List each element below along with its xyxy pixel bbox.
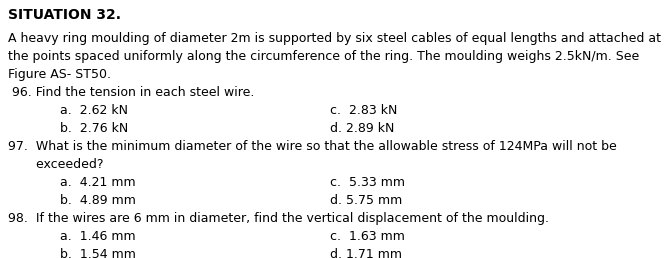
Text: a.  1.46 mm: a. 1.46 mm xyxy=(60,230,136,243)
Text: the points spaced uniformly along the circumference of the ring. The moulding we: the points spaced uniformly along the ci… xyxy=(8,50,639,63)
Text: b.  4.89 mm: b. 4.89 mm xyxy=(60,194,136,207)
Text: a.  2.62 kN: a. 2.62 kN xyxy=(60,104,128,117)
Text: b.  2.76 kN: b. 2.76 kN xyxy=(60,122,128,135)
Text: d. 1.71 mm: d. 1.71 mm xyxy=(330,248,402,258)
Text: Figure AS- ST50.: Figure AS- ST50. xyxy=(8,68,111,81)
Text: c.  5.33 mm: c. 5.33 mm xyxy=(330,176,405,189)
Text: 98.  If the wires are 6 mm in diameter, find the vertical displacement of the mo: 98. If the wires are 6 mm in diameter, f… xyxy=(8,212,549,225)
Text: SITUATION 32.: SITUATION 32. xyxy=(8,8,121,22)
Text: a.  4.21 mm: a. 4.21 mm xyxy=(60,176,136,189)
Text: 97.  What is the minimum diameter of the wire so that the allowable stress of 12: 97. What is the minimum diameter of the … xyxy=(8,140,617,153)
Text: d. 5.75 mm: d. 5.75 mm xyxy=(330,194,402,207)
Text: exceeded?: exceeded? xyxy=(8,158,103,171)
Text: c.  1.63 mm: c. 1.63 mm xyxy=(330,230,405,243)
Text: b.  1.54 mm: b. 1.54 mm xyxy=(60,248,136,258)
Text: d. 2.89 kN: d. 2.89 kN xyxy=(330,122,395,135)
Text: 96. Find the tension in each steel wire.: 96. Find the tension in each steel wire. xyxy=(8,86,254,99)
Text: c.  2.83 kN: c. 2.83 kN xyxy=(330,104,397,117)
Text: A heavy ring moulding of diameter 2m is supported by six steel cables of equal l: A heavy ring moulding of diameter 2m is … xyxy=(8,32,661,45)
